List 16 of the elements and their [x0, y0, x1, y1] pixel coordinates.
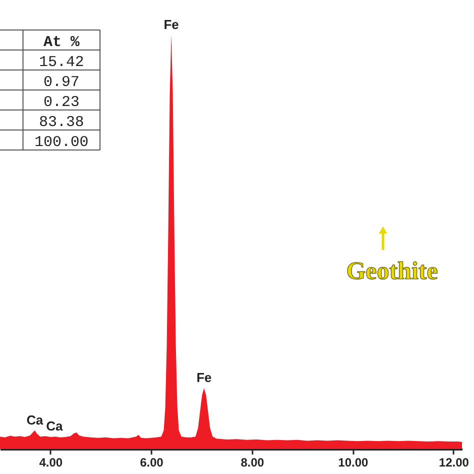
annotation: Geothite: [346, 258, 438, 285]
annotation: 83.38: [38, 114, 84, 131]
annotation: Fe: [164, 17, 179, 32]
annotation: Ca: [26, 412, 44, 428]
x-tick-label: 4.00: [39, 456, 63, 470]
annotation: 15.42: [38, 54, 84, 71]
x-tick-label: 12.00: [438, 456, 470, 470]
annotation: 100.00: [34, 134, 89, 151]
annotation: Ca: [46, 418, 64, 434]
annotation: Fe: [196, 370, 212, 386]
annotation: 0.23: [43, 94, 80, 111]
x-tick-label: 8.00: [240, 456, 264, 470]
x-tick-label: 6.00: [140, 456, 164, 470]
annotation: 0.97: [43, 74, 80, 91]
x-tick-label: 10.00: [338, 456, 369, 470]
annotation: At %: [43, 34, 80, 51]
